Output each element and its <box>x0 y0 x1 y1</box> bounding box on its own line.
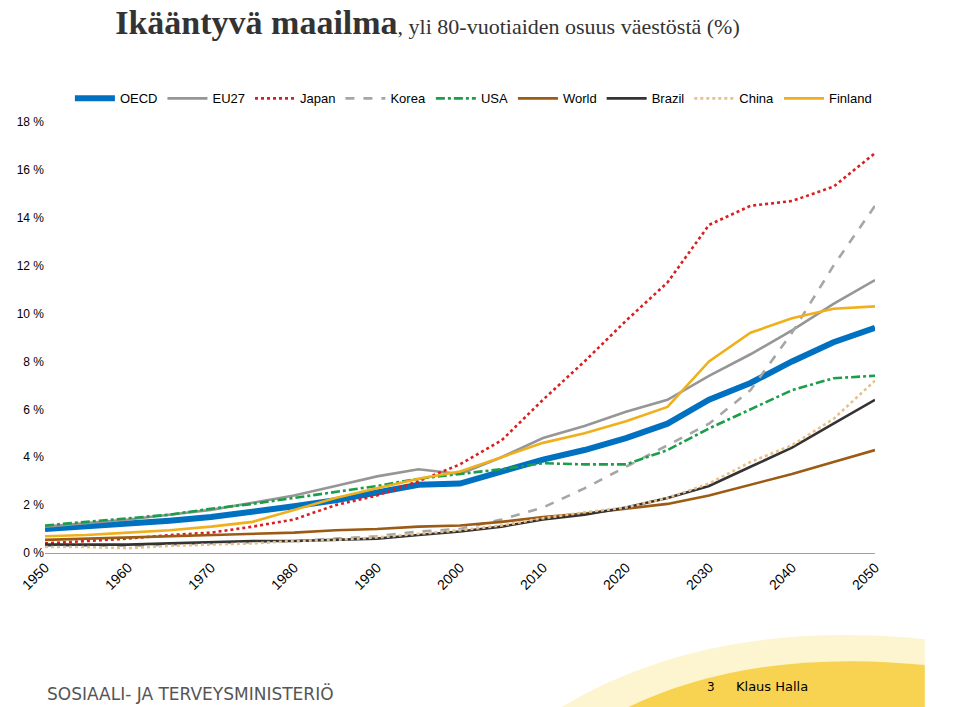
svg-text:2040: 2040 <box>766 559 799 592</box>
svg-text:1960: 1960 <box>102 559 135 592</box>
svg-text:12 %: 12 % <box>17 259 45 273</box>
svg-text:16 %: 16 % <box>17 163 45 177</box>
svg-text:14 %: 14 % <box>17 211 45 225</box>
svg-text:Klaus Halla: Klaus Halla <box>736 679 808 694</box>
svg-text:18 %: 18 % <box>17 115 45 129</box>
svg-text:Finland: Finland <box>829 91 872 106</box>
svg-text:SOSIAALI- JA TERVEYSMINISTERIÖ: SOSIAALI- JA TERVEYSMINISTERIÖ <box>47 683 334 704</box>
svg-text:2020: 2020 <box>600 559 633 592</box>
svg-text:Korea: Korea <box>390 91 425 106</box>
svg-text:2000: 2000 <box>434 559 467 592</box>
svg-text:2050: 2050 <box>849 559 882 592</box>
svg-text:USA: USA <box>481 91 508 106</box>
svg-text:China: China <box>739 91 774 106</box>
svg-text:8 %: 8 % <box>23 355 44 369</box>
svg-text:1950: 1950 <box>19 559 52 592</box>
svg-text:0 %: 0 % <box>23 546 44 560</box>
svg-text:OECD: OECD <box>120 91 158 106</box>
svg-text:World: World <box>563 91 597 106</box>
svg-text:1970: 1970 <box>185 559 218 592</box>
svg-text:1980: 1980 <box>268 559 301 592</box>
svg-text:6 %: 6 % <box>23 403 44 417</box>
svg-text:2010: 2010 <box>517 559 550 592</box>
svg-text:2 %: 2 % <box>23 498 44 512</box>
svg-text:Brazil: Brazil <box>652 91 685 106</box>
svg-text:Ikääntyvä maailma, yli 80-vuot: Ikääntyvä maailma, yli 80-vuotiaiden osu… <box>115 4 740 41</box>
svg-text:Japan: Japan <box>300 91 335 106</box>
svg-text:10 %: 10 % <box>17 307 45 321</box>
svg-text:4 %: 4 % <box>23 450 44 464</box>
svg-text:2030: 2030 <box>683 559 716 592</box>
svg-text:3: 3 <box>707 680 715 694</box>
svg-text:1990: 1990 <box>351 559 384 592</box>
svg-text:EU27: EU27 <box>212 91 245 106</box>
